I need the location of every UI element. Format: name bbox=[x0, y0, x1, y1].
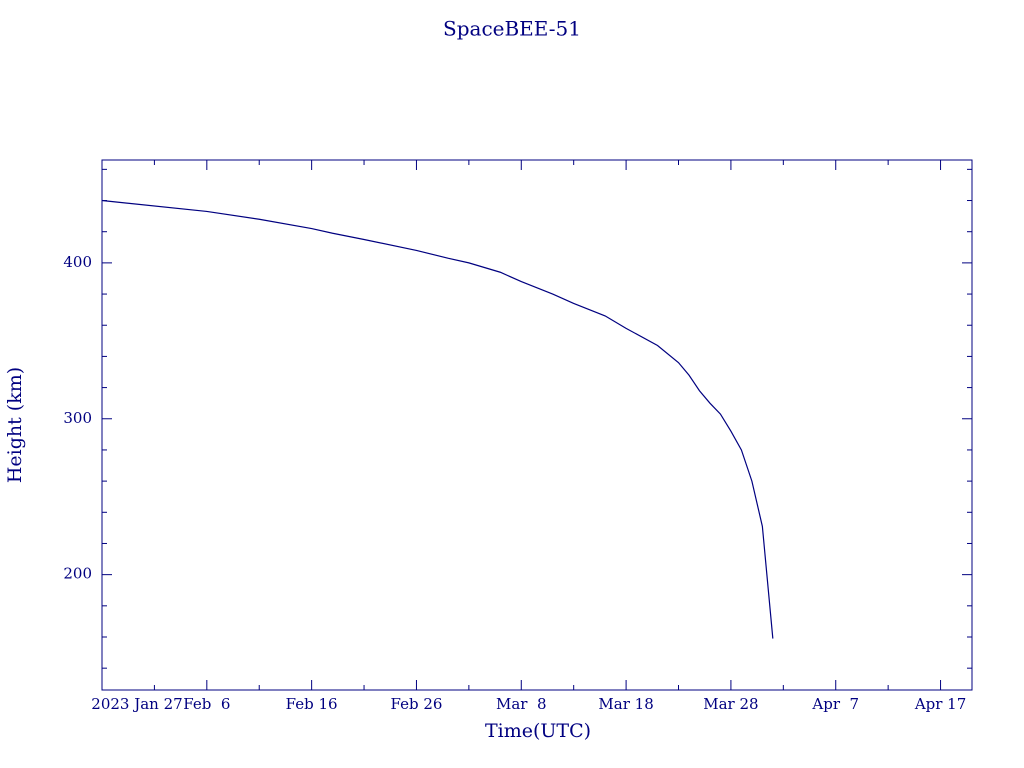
x-tick-label: Feb 26 bbox=[390, 695, 442, 713]
x-tick-label: Feb 16 bbox=[286, 695, 338, 713]
x-tick-label: Feb 6 bbox=[183, 695, 230, 713]
x-tick-label: Mar 8 bbox=[496, 695, 547, 713]
chart-title: SpaceBEE-51 bbox=[443, 17, 581, 41]
y-tick-label: 300 bbox=[63, 409, 92, 427]
y-axis-title: Height (km) bbox=[4, 367, 26, 483]
x-tick-label: Mar 18 bbox=[598, 695, 653, 713]
y-tick-label: 400 bbox=[63, 253, 92, 271]
x-tick-label: Apr 17 bbox=[914, 695, 966, 713]
x-tick-label: 2023 Jan 27 bbox=[91, 695, 182, 713]
x-tick-label: Apr 7 bbox=[811, 695, 859, 713]
x-tick-label: Mar 28 bbox=[703, 695, 758, 713]
x-axis-title: Time(UTC) bbox=[485, 720, 591, 742]
data-line bbox=[101, 199, 774, 639]
plot-frame bbox=[101, 159, 973, 691]
y-tick-label: 200 bbox=[63, 565, 92, 583]
